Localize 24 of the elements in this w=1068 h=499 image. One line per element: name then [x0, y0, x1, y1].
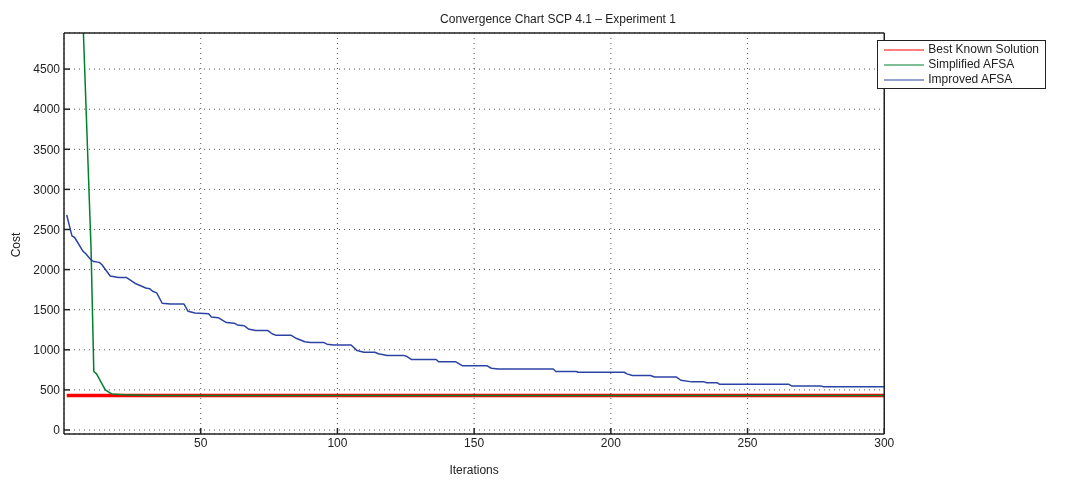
line-series	[65, 214, 885, 388]
x-tick-label: 250	[737, 435, 758, 450]
x-axis-title: Iterations	[449, 463, 499, 477]
y-tick-label: 1500	[33, 302, 61, 317]
y-tick-label: 500	[39, 383, 61, 398]
x-tick-label: 300	[874, 435, 895, 450]
y-tick-label: 4500	[33, 62, 61, 77]
y-tick-label: 3500	[33, 142, 61, 157]
y-tick-label: 4000	[33, 102, 61, 117]
y-tick-label: 0	[53, 423, 61, 438]
y-tick-label: 3000	[33, 182, 61, 197]
chart-title: Convergence Chart SCP 4.1 – Experiment 1	[439, 12, 677, 26]
y-axis-title: Cost	[9, 232, 23, 258]
x-tick-label: 50	[194, 435, 208, 450]
line-series	[82, 33, 885, 397]
y-tick-label: 2500	[33, 222, 61, 237]
legend-label: Best Known Solution	[928, 42, 1039, 57]
y-tick-label: 2000	[33, 262, 61, 277]
legend-label: Simplified AFSA	[928, 57, 1015, 72]
x-tick-label: 100	[327, 435, 348, 450]
y-tick-label: 1000	[33, 343, 61, 358]
x-tick-label: 200	[600, 435, 622, 450]
legend-label: Improved AFSA	[928, 72, 1013, 87]
x-tick-label: 150	[464, 435, 485, 450]
